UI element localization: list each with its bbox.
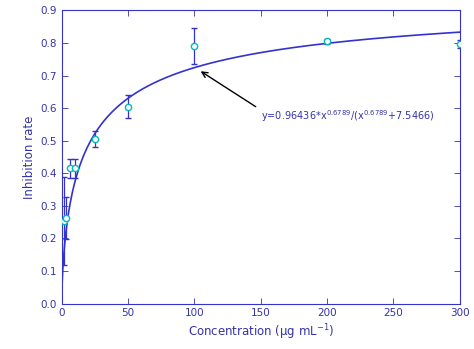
Text: y=0.96436*x$^{0.6789}$/(x$^{0.6789}$+7.5466): y=0.96436*x$^{0.6789}$/(x$^{0.6789}$+7.5… <box>261 109 434 124</box>
Y-axis label: Inhibition rate: Inhibition rate <box>23 116 36 199</box>
X-axis label: Concentration (μg mL$^{-1}$): Concentration (μg mL$^{-1}$) <box>188 323 334 342</box>
